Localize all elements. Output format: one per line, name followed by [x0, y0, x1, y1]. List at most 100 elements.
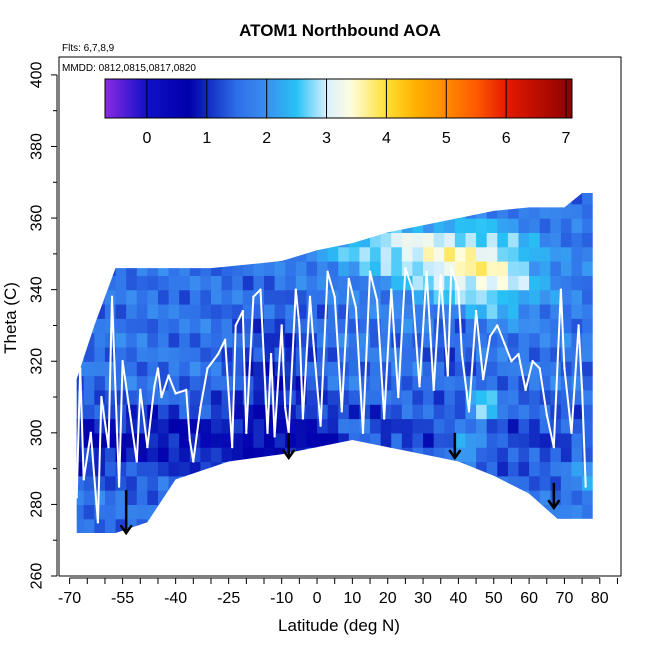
heatmap-cell	[115, 303, 127, 319]
heatmap-cell	[274, 518, 286, 534]
heatmap-cell	[497, 447, 509, 463]
heatmap-cell	[157, 389, 170, 405]
heatmap-cell	[529, 332, 541, 348]
heatmap-cell	[529, 303, 541, 319]
heatmap-cell	[370, 332, 382, 348]
heatmap-cell	[550, 447, 562, 463]
heatmap-cell	[179, 404, 191, 420]
heatmap-cell	[168, 203, 180, 219]
heatmap-cell	[359, 418, 371, 434]
heatmap-cell	[560, 318, 573, 334]
heatmap-cell	[327, 218, 339, 233]
heatmap-cell	[476, 332, 488, 348]
heatmap-cell	[221, 203, 233, 219]
heatmap-cell	[391, 318, 403, 334]
heatmap-cell	[539, 275, 551, 291]
heatmap-cell	[306, 275, 318, 291]
heatmap-cell	[476, 346, 488, 362]
heatmap-cell	[295, 246, 308, 262]
heatmap-cell	[380, 447, 392, 463]
heatmap-cell	[94, 261, 106, 276]
heatmap-cell	[423, 275, 435, 291]
heatmap-cell	[147, 289, 159, 305]
flight-track-point	[223, 338, 227, 341]
heatmap-cell	[486, 303, 498, 319]
x-tick-label-8: 30	[414, 590, 432, 607]
heatmap-cell	[582, 246, 593, 262]
heatmap-cell	[253, 275, 265, 291]
heatmap-cell	[179, 518, 191, 534]
heatmap-cell	[412, 490, 424, 506]
heatmap-cell	[359, 518, 371, 534]
heatmap-cell	[157, 404, 170, 420]
flight-track-point	[156, 367, 160, 370]
heatmap-cell	[264, 232, 276, 248]
heatmap-cell	[423, 461, 435, 477]
heatmap-cell	[179, 475, 191, 491]
heatmap-cell	[412, 518, 424, 534]
heatmap-cell	[529, 218, 541, 233]
colorbar-tick-label-1: 1	[202, 130, 211, 147]
heatmap-cell	[582, 232, 593, 248]
heatmap-cell	[465, 193, 477, 205]
heatmap-cell	[539, 447, 551, 463]
heatmap-cell	[444, 504, 456, 520]
heatmap-cell	[232, 504, 244, 520]
heatmap-cell	[306, 418, 318, 434]
heatmap-cell	[189, 203, 201, 219]
heatmap-cell	[348, 461, 361, 477]
heatmap-cell	[560, 432, 573, 448]
heatmap-cell	[348, 303, 361, 319]
heatmap-cell	[115, 318, 127, 334]
heatmap-cell	[253, 432, 265, 448]
heatmap-cell	[465, 447, 477, 463]
heatmap-cell	[433, 232, 445, 248]
heatmap-cell	[295, 218, 308, 233]
heatmap-cell	[147, 275, 159, 291]
heatmap-cell	[401, 193, 414, 205]
heatmap-cell	[274, 389, 286, 405]
heatmap-cell	[126, 504, 138, 520]
heatmap-cell	[285, 432, 297, 448]
heatmap-cell	[147, 475, 159, 491]
heatmap-cell	[189, 275, 201, 291]
heatmap-cell	[168, 218, 180, 233]
heatmap-cell	[348, 289, 361, 305]
heatmap-cell	[476, 475, 488, 491]
heatmap-cell	[147, 361, 159, 377]
y-axis-label: Theta (C)	[1, 282, 20, 354]
heatmap-cell	[104, 193, 117, 205]
heatmap-cell	[317, 289, 329, 305]
heatmap-cell	[147, 261, 159, 276]
heatmap-cell	[94, 389, 106, 405]
heatmap-cell	[401, 518, 414, 534]
heatmap-cell	[76, 332, 85, 348]
heatmap-cell	[401, 375, 414, 391]
heatmap-cell	[560, 518, 573, 534]
heatmap-cell	[253, 504, 265, 520]
heatmap-cell	[232, 203, 244, 219]
heatmap-cell	[136, 490, 148, 506]
flight-track-point	[559, 288, 563, 291]
heatmap-cell	[497, 346, 509, 362]
heatmap-cell	[582, 432, 593, 448]
heatmap-cell	[210, 432, 223, 448]
flight-track-point	[361, 431, 365, 435]
heatmap-cell	[476, 261, 488, 276]
heatmap-cell	[560, 361, 573, 377]
heatmap-cell	[550, 303, 562, 319]
heatmap-cell	[518, 404, 530, 420]
heatmap-cell	[550, 461, 562, 477]
heatmap-cell	[476, 418, 488, 434]
heatmap-cell	[444, 490, 456, 506]
heatmap-cell	[486, 218, 498, 233]
colorbar-tick-label-4: 4	[382, 130, 391, 147]
heatmap-cell	[380, 289, 392, 305]
heatmap-cell	[518, 232, 530, 248]
heatmap-cell	[264, 504, 276, 520]
flight-track-point	[128, 410, 131, 413]
heatmap-cell	[242, 303, 255, 319]
heatmap-cell	[327, 418, 339, 434]
heatmap-cell	[338, 289, 350, 305]
heatmap-cell	[253, 418, 265, 434]
